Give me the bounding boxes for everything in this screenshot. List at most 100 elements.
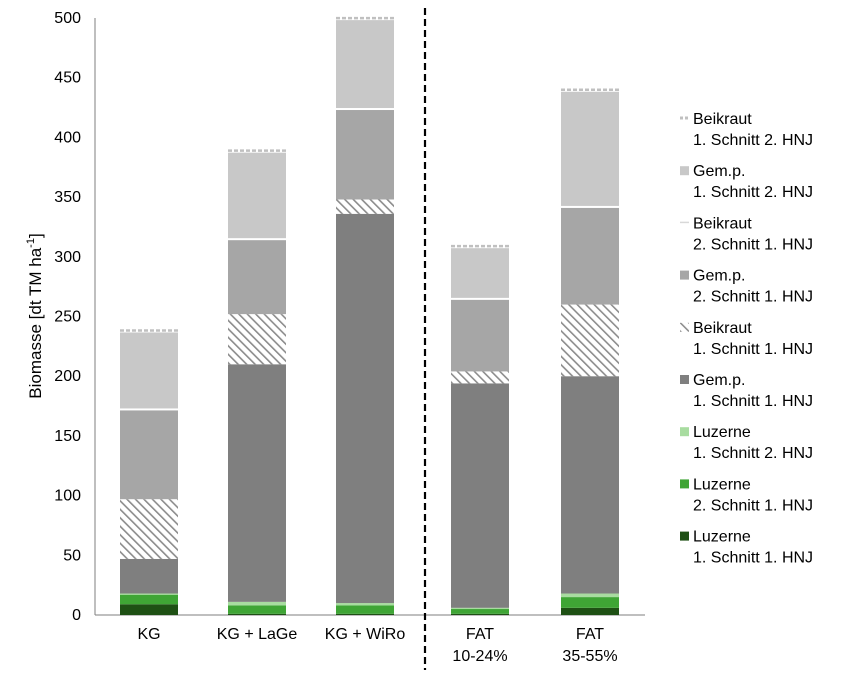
y-tick-label: 500 [54, 10, 81, 27]
bar-segment [451, 613, 509, 615]
legend-item: Beikraut 2. Schnitt 1. HNJ [680, 215, 813, 253]
legend-item: Luzerne 1. Schnitt 1. HNJ [680, 529, 813, 567]
bar-segment [228, 238, 286, 315]
legend-swatch [680, 531, 689, 541]
y-tick-label: 250 [54, 309, 81, 326]
bar-segment [228, 149, 286, 153]
bar-segment [228, 314, 286, 365]
legend-label: Luzerne [693, 529, 751, 546]
bar-segment [228, 238, 286, 241]
bar-stack [228, 149, 286, 615]
bar-segment [228, 605, 286, 614]
legend-swatch [680, 166, 689, 176]
legend-label: Beikraut [693, 320, 752, 337]
legend-swatch [680, 322, 689, 332]
bar-segment [561, 607, 619, 615]
legend-label: Gem.p. [693, 163, 745, 180]
bar-segment [561, 304, 619, 377]
y-tick-label: 0 [72, 607, 81, 624]
legend-label: Luzerne [693, 424, 751, 441]
bar-segment [451, 371, 509, 384]
legend-sublabel: 1. Schnitt 2. HNJ [693, 184, 813, 201]
bar-segment [451, 298, 509, 372]
bar-segment [336, 213, 394, 604]
legend-sublabel: 1. Schnitt 2. HNJ [693, 132, 813, 149]
bar-segment [336, 613, 394, 615]
legend: Beikraut 1. Schnitt 2. HNJ Gem.p. 1. Schnit… [680, 111, 813, 567]
legend-item: Gem.p. 1. Schnitt 2. HNJ [680, 163, 813, 201]
legend-swatch [680, 479, 689, 489]
legend-item: Luzerne 1. Schnitt 2. HNJ [680, 424, 813, 462]
bar-segment [561, 597, 619, 608]
bar-segment [451, 607, 509, 610]
bar-segment [120, 408, 178, 500]
x-tick-label: KG [137, 626, 160, 643]
legend-label: Gem.p. [693, 372, 745, 389]
x-tick-label: FAT [576, 626, 604, 643]
legend-item: Luzerne 2. Schnitt 1. HNJ [680, 476, 813, 514]
y-axis-title-superscript: -1 [25, 238, 37, 248]
bar-segment [561, 90, 619, 206]
bar-stack [451, 244, 509, 615]
bar-segment [451, 297, 509, 300]
legend-sublabel: 2. Schnitt 1. HNJ [693, 497, 813, 514]
bar-stack [561, 88, 619, 615]
y-tick-label: 300 [54, 249, 81, 266]
bar-segment [451, 383, 509, 608]
bar-segment [561, 88, 619, 92]
legend-swatch [680, 375, 689, 384]
bar-segment [336, 603, 394, 606]
y-axis-title-close: ] [26, 233, 45, 238]
bar-segment [120, 558, 178, 594]
bar-segment [561, 376, 619, 594]
y-axis-title-main: Biomasse [dt TM ha [26, 247, 45, 398]
legend-label: Gem.p. [693, 268, 745, 285]
legend-sublabel: 1. Schnitt 1. HNJ [693, 550, 813, 567]
x-tick-label: FAT [466, 626, 494, 643]
y-tick-label: 200 [54, 368, 81, 385]
bar-segment [336, 108, 394, 111]
bar-segment [451, 609, 509, 614]
x-axis: KG KG + LaGe KG + WiRo FAT 10-24% FAT 35-55% [95, 614, 645, 665]
bar-segment [228, 601, 286, 606]
bar-segment [120, 593, 178, 595]
x-tick-label: KG + LaGe [217, 626, 298, 643]
bar-segment [120, 330, 178, 409]
legend-swatch [680, 270, 689, 280]
x-tick-label-line2: 10-24% [452, 648, 507, 665]
bar-segment [561, 593, 619, 598]
legend-label: Beikraut [693, 111, 752, 128]
bar-segment [120, 594, 178, 605]
bar-segment [336, 18, 394, 109]
legend-item: Gem.p. 2. Schnitt 1. HNJ [680, 268, 813, 306]
bar-segment [451, 245, 509, 249]
legend-sublabel: 2. Schnitt 1. HNJ [693, 289, 813, 306]
y-tick-label: 400 [54, 129, 81, 146]
legend-label: Beikraut [693, 215, 752, 232]
bar-segment [561, 205, 619, 208]
x-tick-label: KG + WiRo [325, 626, 406, 643]
bar-segment [120, 604, 178, 615]
y-tick-label: 450 [54, 70, 81, 87]
bar-segment [336, 17, 394, 21]
y-tick-label: 50 [63, 547, 81, 564]
y-axis-title: Biomasse [dt TM ha-1] [25, 233, 45, 398]
legend-sublabel: 2. Schnitt 1. HNJ [693, 236, 813, 253]
bar-segment [228, 151, 286, 239]
legend-sublabel: 1. Schnitt 1. HNJ [693, 393, 813, 410]
legend-item: Beikraut 1. Schnitt 1. HNJ [680, 320, 813, 358]
bar-segment [120, 408, 178, 411]
bar-segment [336, 108, 394, 200]
x-tick-label-line2: 35-55% [562, 648, 617, 665]
legend-sublabel: 1. Schnitt 1. HNJ [693, 341, 813, 358]
bar-stacks [120, 16, 619, 615]
y-tick-label: 350 [54, 189, 81, 206]
bar-segment [451, 246, 509, 298]
bar-segment [228, 613, 286, 615]
bar-segment [336, 605, 394, 614]
bar-stack [336, 16, 394, 615]
legend-swatch [680, 427, 689, 437]
legend-item: Gem.p. 1. Schnitt 1. HNJ [680, 372, 813, 410]
bar-segment [228, 364, 286, 602]
